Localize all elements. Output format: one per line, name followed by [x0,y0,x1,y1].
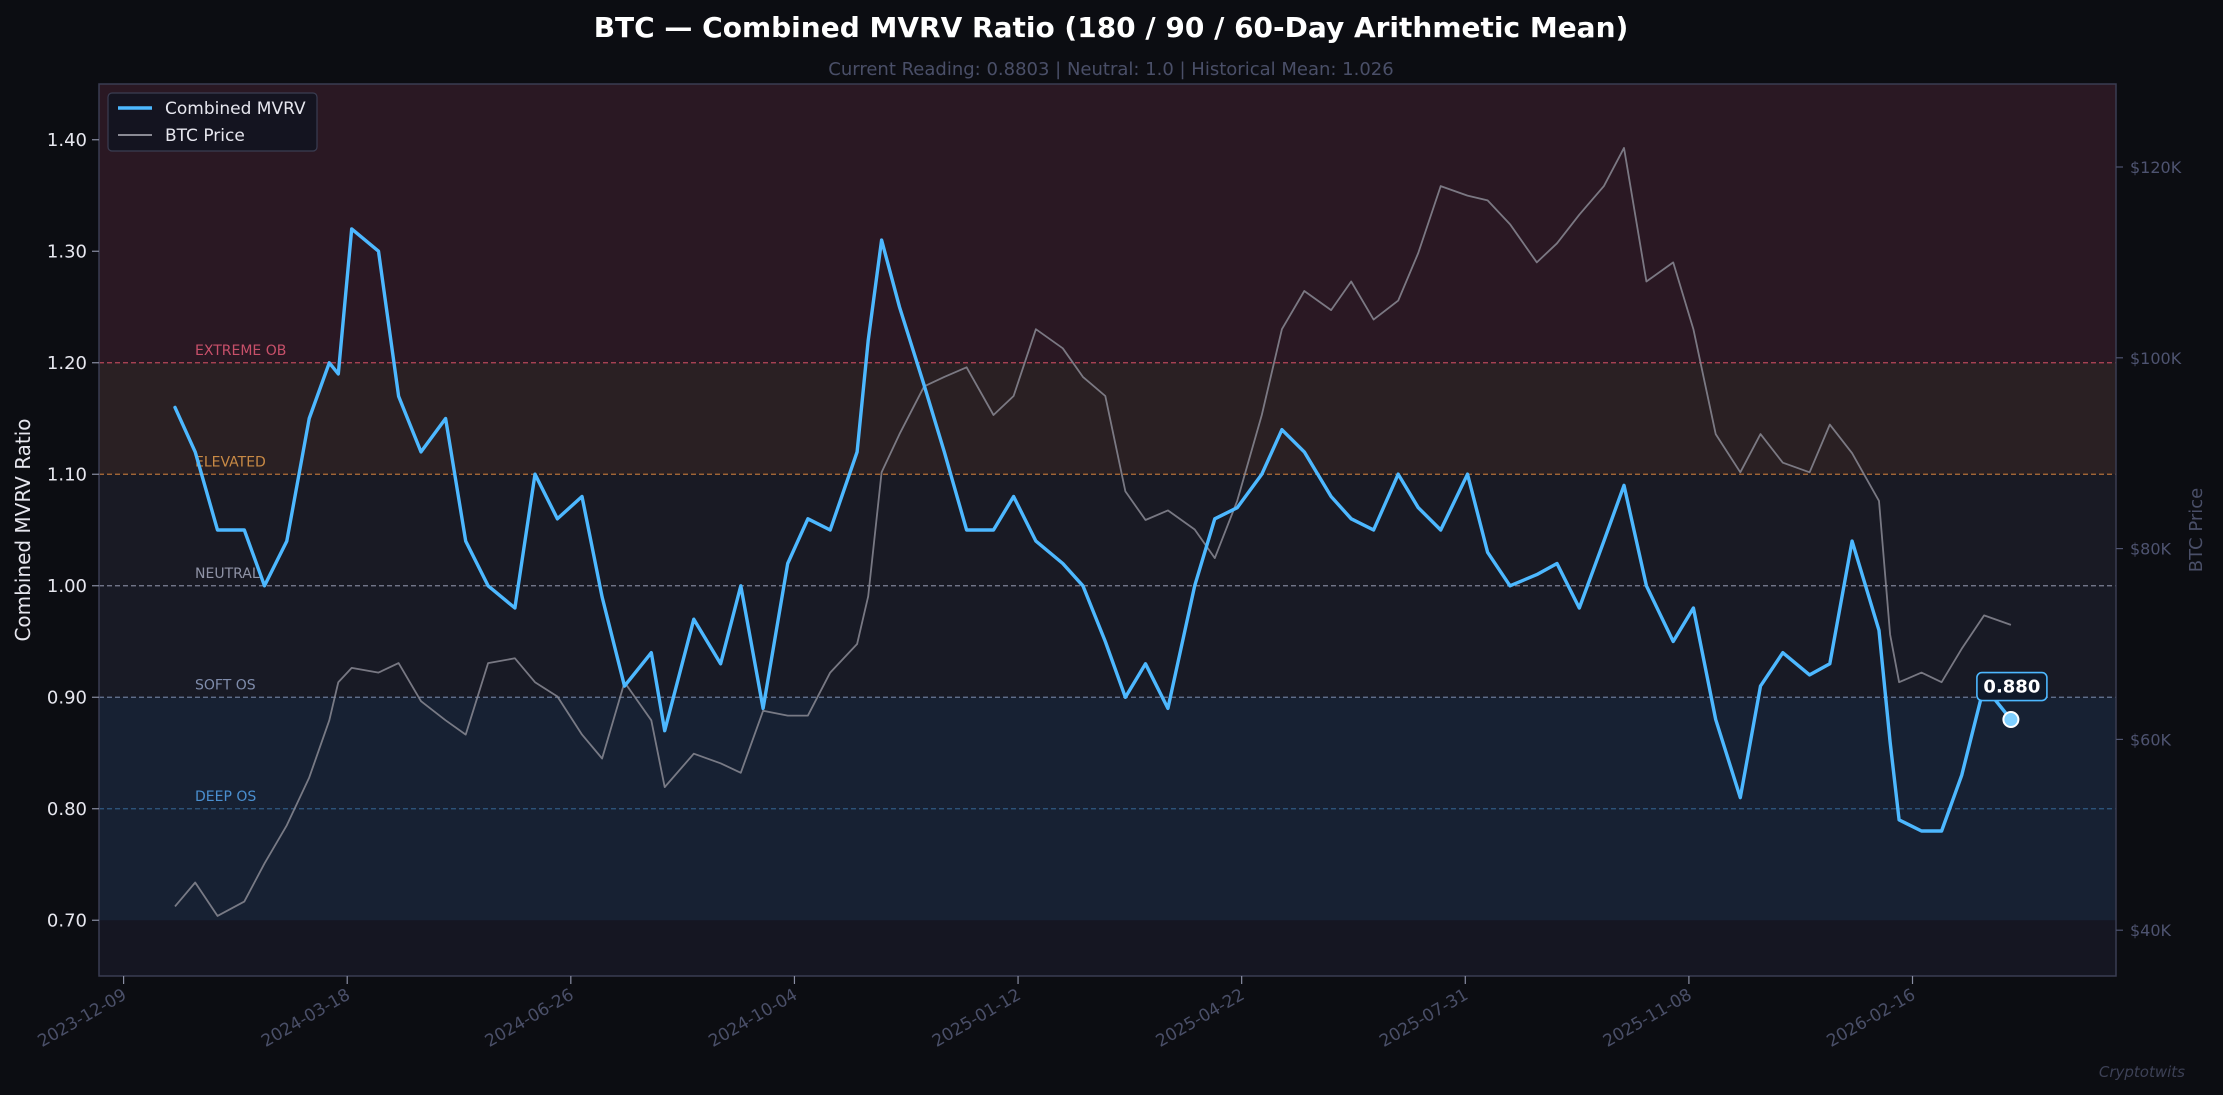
y-tick-label: 1.40 [47,130,87,151]
legend-label-btc: BTC Price [165,126,245,146]
y2-tick-label: $120K [2130,158,2182,177]
plot-frame [98,83,2117,977]
current-reading-marker [2002,711,2020,729]
y-tick-label: 0.80 [47,799,87,820]
zone-label: ELEVATED [195,454,266,470]
y-tick-label: 1.10 [47,464,87,485]
y-tick-label: 1.30 [47,241,87,262]
y-tick-label: 1.20 [47,353,87,374]
chart-title: BTC — Combined MVRV Ratio (180 / 90 / 60… [594,11,1629,44]
current-reading-label: 0.880 [1983,677,2040,698]
y2-tick-label: $100K [2130,349,2182,368]
zone-label: NEUTRAL [195,566,260,582]
plot-area: EXTREME OB ELEVATED NEUTRAL SOFT OS DEEP OS 0… [35,83,2182,1052]
btc-price-line [174,146,2012,917]
zone-band [99,585,2116,698]
legend-label-mvrv: Combined MVRV [165,99,306,119]
y-axis-label: Combined MVRV Ratio [11,418,35,641]
y-tick-label: 0.70 [47,910,87,931]
y2-tick-label: $80K [2130,540,2172,559]
current-reading-box [1976,671,2048,702]
zone-band [99,84,2116,363]
y2-tick-label: $60K [2130,730,2172,749]
y2-tick-label: $40K [2130,921,2172,940]
y-tick-label: 1.00 [47,576,87,597]
zone-label: EXTREME OB [195,343,286,359]
zone-band [99,474,2116,586]
zone-band [99,362,2116,475]
zone-label: SOFT OS [195,677,256,693]
y2-axis-label: BTC Price [2186,488,2207,573]
zone-label: DEEP OS [195,789,256,805]
watermark: Cryptotwits [2099,1063,2185,1081]
chart-subtitle: Current Reading: 0.8803 | Neutral: 1.0 |… [828,59,1393,80]
legend: Combined MVRV BTC Price [107,92,318,152]
mvrv-line [173,227,2013,833]
y-tick-label: 0.90 [47,687,87,708]
legend-box [107,92,318,152]
